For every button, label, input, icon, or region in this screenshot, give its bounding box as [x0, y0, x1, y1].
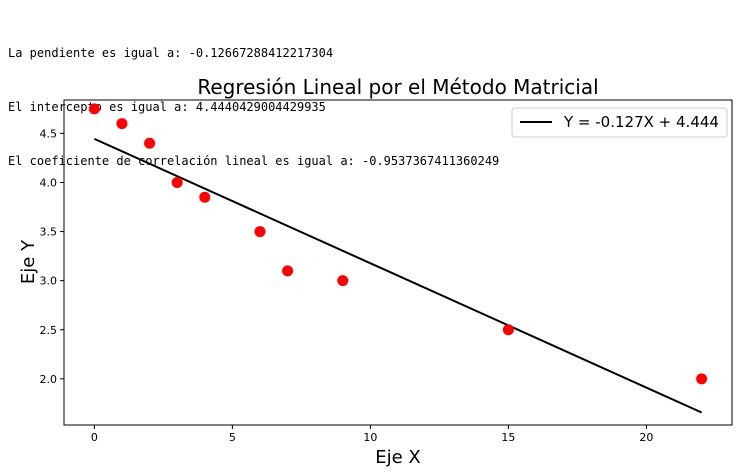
- data-point: [502, 324, 514, 336]
- legend-entry-fit-line: Y = -0.127X + 4.444: [563, 113, 719, 131]
- regression-line: [93, 137, 703, 414]
- console-line-correlation: El coeficiente de correlación lineal es …: [8, 154, 500, 168]
- console-line-intercept: El intercepto es igual a: 4.444042900442…: [8, 100, 326, 114]
- x-tick-label: 15: [501, 431, 515, 444]
- plot-frame: [63, 99, 733, 426]
- data-point: [696, 373, 708, 385]
- y-tick-label: 2.0: [40, 373, 58, 386]
- x-axis-label: Eje X: [375, 447, 421, 468]
- data-point: [282, 265, 294, 277]
- data-point: [171, 176, 183, 188]
- y-axis-label: Eje Y: [18, 239, 39, 284]
- x-tick-label: 5: [229, 431, 236, 444]
- console-line-slope: La pendiente es igual a: -0.126672884122…: [8, 46, 334, 60]
- x-axis: 0 5 10 15 20: [91, 425, 653, 444]
- legend-box: [511, 107, 728, 138]
- data-point: [88, 103, 100, 115]
- y-tick-label: 2.5: [40, 324, 58, 337]
- console-output: La pendiente es igual a: -0.126672884122…: [8, 8, 499, 188]
- legend: Y = -0.127X + 4.444: [511, 107, 728, 138]
- chart-title: Regresión Lineal por el Método Matricial: [197, 75, 598, 99]
- x-tick-label: 10: [363, 431, 377, 444]
- y-tick-label: 4.0: [40, 176, 58, 189]
- data-point: [254, 226, 266, 238]
- x-tick-label: 0: [91, 431, 98, 444]
- x-tick-label: 20: [639, 431, 653, 444]
- data-point: [337, 275, 349, 287]
- data-point: [144, 137, 156, 149]
- y-tick-label: 3.0: [40, 275, 58, 288]
- y-axis: 2.0 2.5 3.0 3.5 4.0 4.5: [40, 127, 64, 386]
- y-tick-label: 4.5: [40, 127, 58, 140]
- plot-area: [88, 103, 708, 414]
- data-point: [116, 118, 128, 130]
- data-point: [199, 191, 211, 203]
- y-tick-label: 3.5: [40, 226, 58, 239]
